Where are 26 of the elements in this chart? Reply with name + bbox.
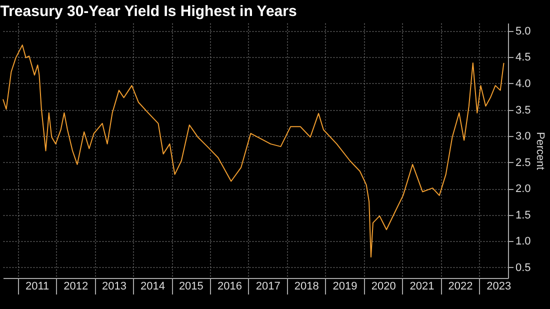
x-tick-label: 2012 bbox=[64, 280, 88, 292]
x-tick-label: 2015 bbox=[178, 280, 204, 292]
y-axis-title: Percent bbox=[534, 132, 546, 170]
x-tick-label: 2019 bbox=[332, 280, 358, 292]
y-tick-label: 3.5 bbox=[516, 104, 531, 116]
y-tick-label: 1.0 bbox=[516, 236, 531, 248]
y-tick-label: 3.0 bbox=[516, 130, 531, 143]
x-tick-label: 2011 bbox=[25, 280, 50, 292]
x-tick-label: 2017 bbox=[256, 280, 280, 292]
x-tick-label: 2016 bbox=[217, 280, 242, 292]
chart-title: Treasury 30-Year Yield Is Highest in Years bbox=[0, 3, 297, 20]
x-tick-label: 2020 bbox=[371, 280, 396, 292]
y-tick-label: 1.5 bbox=[516, 209, 531, 222]
line-series bbox=[2, 44, 504, 258]
y-tick-label: 2.0 bbox=[516, 183, 531, 196]
x-tick-label: 2014 bbox=[140, 280, 165, 292]
x-tick-label: 2021 bbox=[410, 280, 434, 292]
y-tick-label: 4.5 bbox=[516, 52, 531, 64]
x-tick-label: 2022 bbox=[448, 280, 473, 292]
x-tick-label: 2013 bbox=[102, 280, 127, 292]
y-tick-label: 5.0 bbox=[516, 25, 531, 38]
x-tick-label: 2018 bbox=[294, 280, 319, 292]
x-tick-label: 2023 bbox=[486, 280, 512, 292]
y-tick-label: 4.0 bbox=[516, 78, 531, 90]
y-tick-label: 2.5 bbox=[516, 156, 531, 169]
y-tick-label: 0.5 bbox=[516, 262, 531, 274]
